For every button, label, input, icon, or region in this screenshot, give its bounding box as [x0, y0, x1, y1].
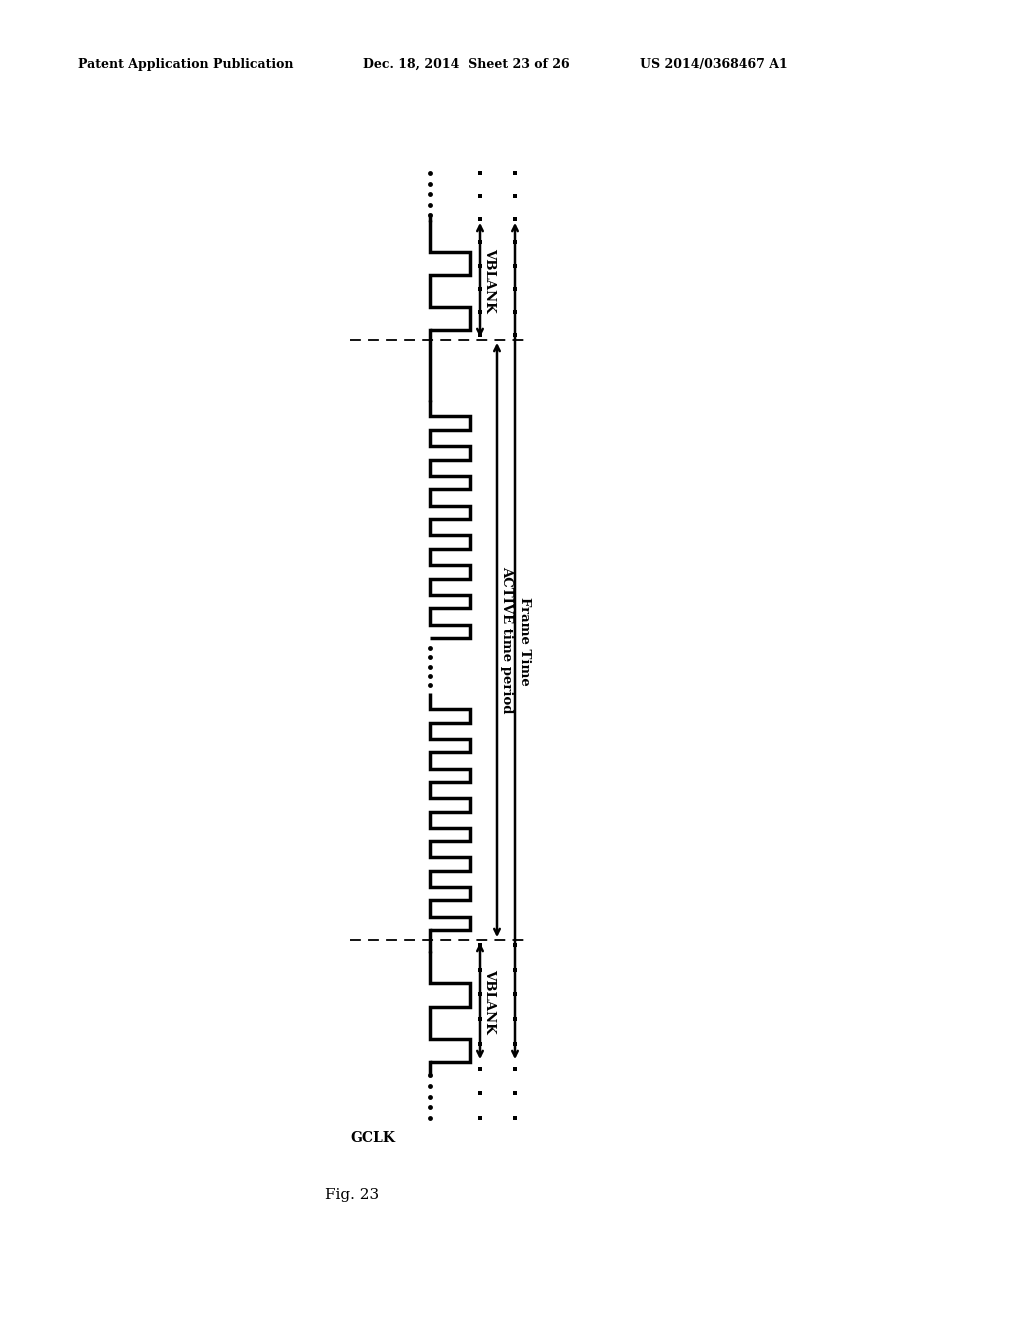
Text: Dec. 18, 2014  Sheet 23 of 26: Dec. 18, 2014 Sheet 23 of 26	[362, 58, 569, 71]
Text: US 2014/0368467 A1: US 2014/0368467 A1	[640, 58, 787, 71]
Text: GCLK: GCLK	[350, 1131, 395, 1144]
Text: Frame Time: Frame Time	[518, 597, 531, 685]
Text: VBLANK: VBLANK	[483, 248, 496, 313]
Text: ACTIVE time period: ACTIVE time period	[500, 566, 513, 714]
Text: Patent Application Publication: Patent Application Publication	[78, 58, 294, 71]
Text: VBLANK: VBLANK	[483, 969, 496, 1034]
Text: Fig. 23: Fig. 23	[325, 1188, 379, 1203]
